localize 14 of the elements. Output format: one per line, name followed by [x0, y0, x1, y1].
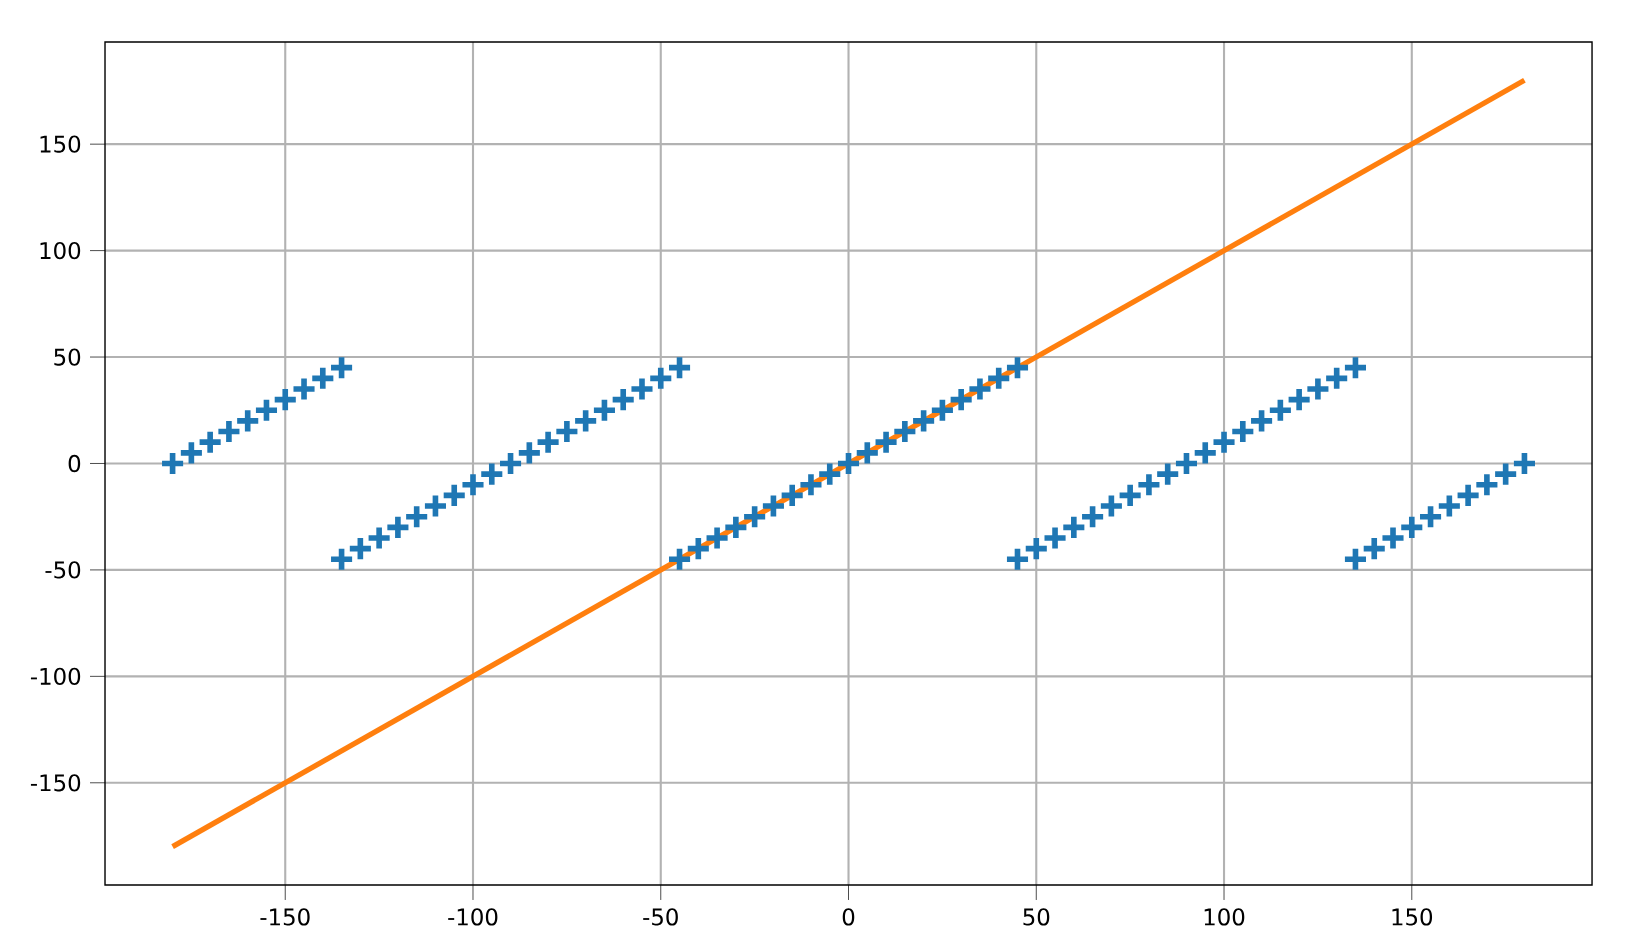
x-tick-label: 150 — [1392, 908, 1433, 926]
y-tick-label: -100 — [30, 667, 81, 686]
x-tick-label: -150 — [260, 908, 310, 926]
y-tick-label: 100 — [40, 241, 81, 260]
x-tick-label: 50 — [1023, 908, 1050, 926]
x-tick-label: -100 — [448, 908, 498, 926]
x-tick-label: 0 — [842, 908, 855, 926]
y-tick-label: -50 — [45, 561, 81, 579]
y-tick-label: 150 — [40, 135, 81, 153]
y-tick-label: -150 — [30, 774, 81, 792]
y-tick-label: 0 — [68, 454, 81, 473]
y-tick-label: 50 — [54, 348, 81, 366]
x-tick-label: -50 — [643, 908, 678, 926]
x-tick-label: 100 — [1204, 908, 1245, 926]
